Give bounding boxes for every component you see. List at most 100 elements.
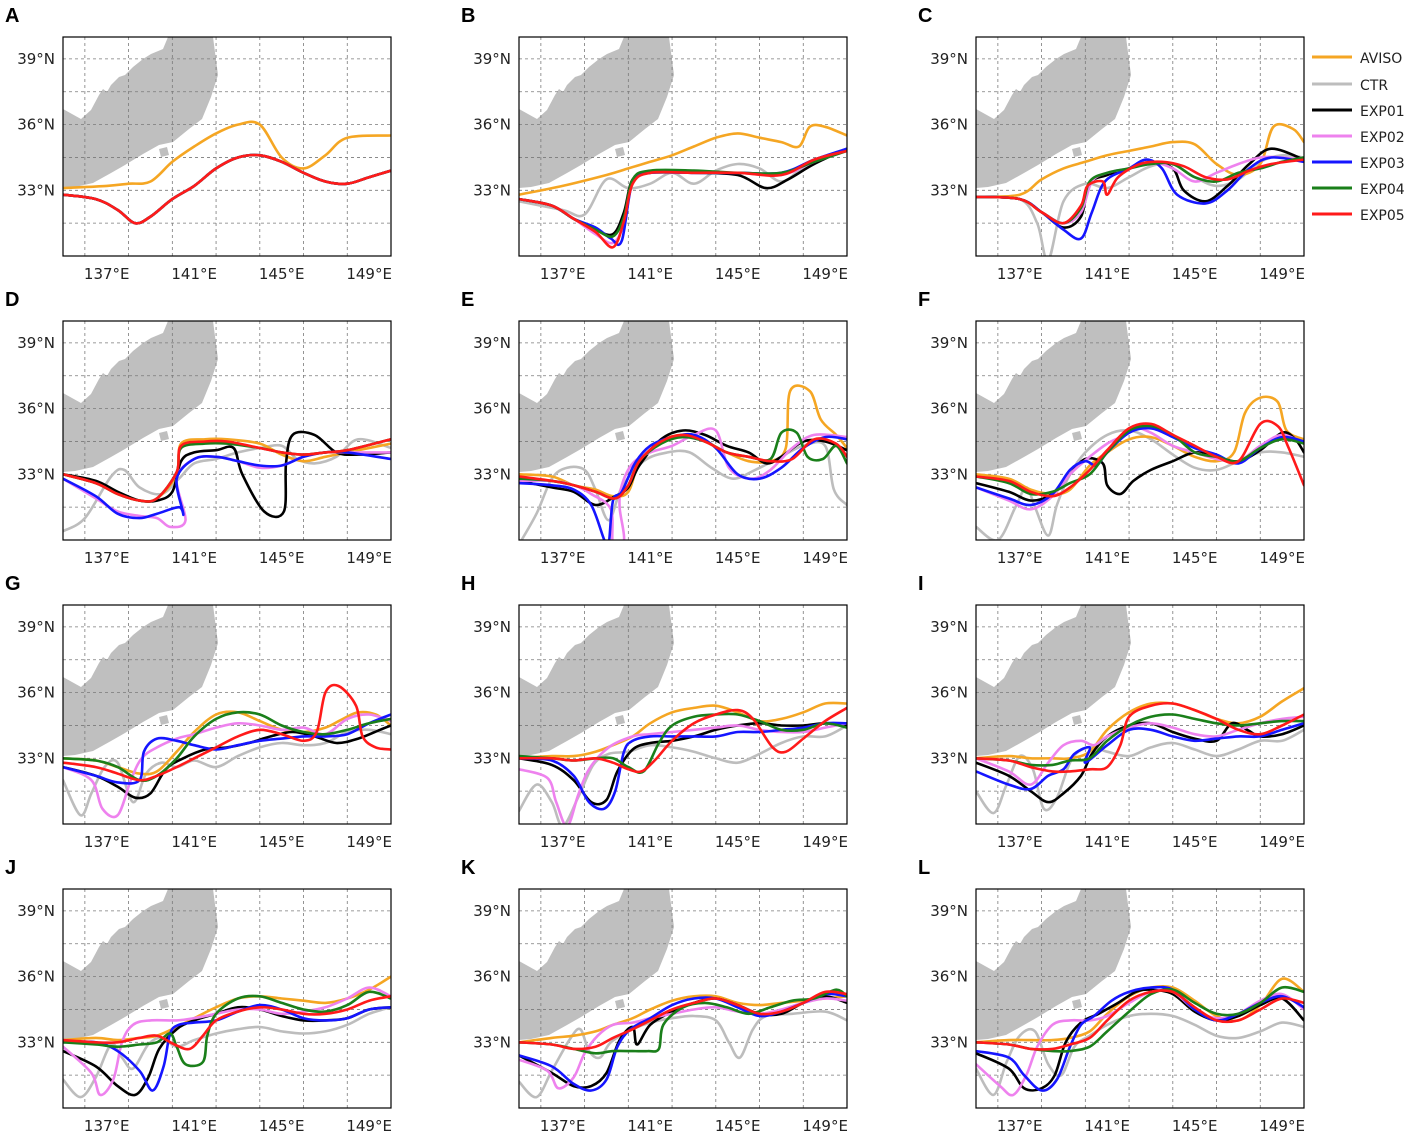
x-tick-label: 145°E (715, 549, 761, 567)
series-line-exp03 (976, 426, 1304, 507)
series-line-exp05 (976, 158, 1304, 225)
panel-letter-b: B (461, 5, 475, 27)
series-line-exp03 (519, 432, 847, 540)
panel-letter-e: E (461, 289, 474, 311)
y-tick-label: 33°N (17, 749, 55, 767)
y-tick-label: 36°N (17, 968, 55, 986)
x-tick-label: 145°E (259, 1117, 305, 1132)
x-tick-label: 149°E (802, 833, 848, 851)
legend-label-aviso: AVISO (1360, 51, 1402, 67)
series-line-ctr (519, 724, 847, 824)
x-tick-label: 137°E (84, 265, 130, 283)
series-line-ctr (63, 1006, 391, 1099)
path-lines (976, 395, 1304, 540)
grid-lines (519, 321, 847, 540)
legend-entry-exp05: EXP05 (1312, 208, 1405, 224)
series-line-exp05 (976, 989, 1304, 1051)
x-tick-label: 149°E (802, 549, 848, 567)
series-line-exp04 (63, 710, 391, 782)
y-tick-label: 39°N (473, 50, 511, 68)
x-tick-label: 141°E (171, 549, 217, 567)
plot-frame (975, 320, 1305, 541)
path-lines (519, 123, 847, 249)
x-tick-label: 149°E (802, 1117, 848, 1132)
y-tick-label: 36°N (930, 684, 968, 702)
panel-b: B 137°E 141°E 145°E 149°E 33°N 36°N 39°N (461, 5, 848, 283)
x-tick-label: 145°E (259, 265, 305, 283)
y-tick-label: 33°N (930, 749, 968, 767)
series-line-aviso (976, 122, 1304, 199)
series-line-exp03 (976, 722, 1304, 791)
series-line-ctr (63, 437, 391, 533)
series-line-exp05 (519, 149, 847, 249)
x-tick-label: 137°E (997, 549, 1043, 567)
series-line-exp03 (63, 713, 391, 785)
series-line-exp01 (976, 721, 1304, 804)
x-tick-label: 145°E (715, 833, 761, 851)
x-tick-label: 149°E (1259, 1117, 1305, 1132)
panel-a: A 137°E 141°E 145°E 149°E 33°N 36°N 39°N (5, 5, 392, 283)
x-tick-label: 141°E (1084, 833, 1130, 851)
panel-letter-k: K (461, 857, 476, 879)
panel-e: E 137°E 141°E 145°E 149°E 33°N 36°N 39°N (461, 289, 848, 567)
series-line-exp05 (63, 438, 391, 503)
plot-frame (62, 320, 392, 541)
x-tick-label: 149°E (346, 549, 392, 567)
x-tick-label: 149°E (346, 1117, 392, 1132)
path-lines (63, 683, 391, 819)
series-line-ctr (63, 728, 391, 817)
x-tick-label: 149°E (1259, 833, 1305, 851)
y-tick-label: 39°N (17, 902, 55, 920)
grid-lines (63, 321, 391, 540)
x-tick-label: 141°E (171, 265, 217, 283)
series-line-exp05 (519, 433, 847, 500)
y-tick-label: 36°N (473, 116, 511, 134)
plot-frame (62, 604, 392, 825)
y-tick-label: 39°N (17, 334, 55, 352)
series-line-exp02 (63, 986, 391, 1097)
series-line-exp03 (63, 1003, 391, 1092)
panel-k: K 137°E 141°E 145°E 149°E 33°N 36°N 39°N (461, 857, 848, 1132)
plot-frame (975, 888, 1305, 1109)
x-tick-label: 145°E (715, 1117, 761, 1132)
legend-label-exp02: EXP02 (1360, 130, 1405, 146)
series-line-exp01 (519, 995, 847, 1090)
x-tick-label: 141°E (1084, 1117, 1130, 1132)
path-lines (976, 977, 1304, 1097)
y-tick-label: 36°N (473, 968, 511, 986)
y-tick-label: 33°N (930, 465, 968, 483)
legend-label-exp01: EXP01 (1360, 104, 1405, 120)
series-line-aviso (63, 120, 391, 190)
y-tick-label: 39°N (930, 618, 968, 636)
path-lines (519, 701, 847, 824)
x-tick-label: 137°E (540, 265, 586, 283)
legend-label-exp04: EXP04 (1360, 182, 1405, 198)
panel-letter-c: C (918, 5, 932, 27)
series-line-aviso (519, 123, 847, 196)
panel-letter-g: G (5, 573, 21, 595)
panel-h: H 137°E 141°E 145°E 149°E 33°N 36°N 39°N (461, 573, 848, 851)
legend-entry-aviso: AVISO (1312, 51, 1402, 67)
x-tick-label: 141°E (627, 1117, 673, 1132)
series-line-exp03 (976, 156, 1304, 241)
grid-lines (519, 605, 847, 824)
panel-letter-l: L (918, 857, 930, 879)
y-tick-label: 33°N (17, 1033, 55, 1051)
plot-frame (975, 36, 1305, 257)
panel-i: I 137°E 141°E 145°E 149°E 33°N 36°N 39°N (918, 573, 1305, 851)
y-tick-label: 36°N (17, 116, 55, 134)
series-line-ctr (976, 1012, 1304, 1097)
panel-letter-h: H (461, 573, 475, 595)
legend-entry-exp02: EXP02 (1312, 130, 1405, 146)
x-tick-label: 145°E (259, 549, 305, 567)
plot-frame (518, 36, 848, 257)
y-tick-label: 33°N (17, 465, 55, 483)
panels-layer: A 137°E 141°E 145°E 149°E 33°N 36°N 39°N B 137°E 1… (5, 5, 1305, 1132)
y-tick-label: 33°N (473, 749, 511, 767)
series-line-exp04 (63, 990, 391, 1068)
plot-frame (518, 604, 848, 825)
legend-entry-exp03: EXP03 (1312, 156, 1405, 172)
plot-frame (518, 320, 848, 541)
y-tick-label: 33°N (930, 1033, 968, 1051)
y-tick-label: 36°N (17, 684, 55, 702)
